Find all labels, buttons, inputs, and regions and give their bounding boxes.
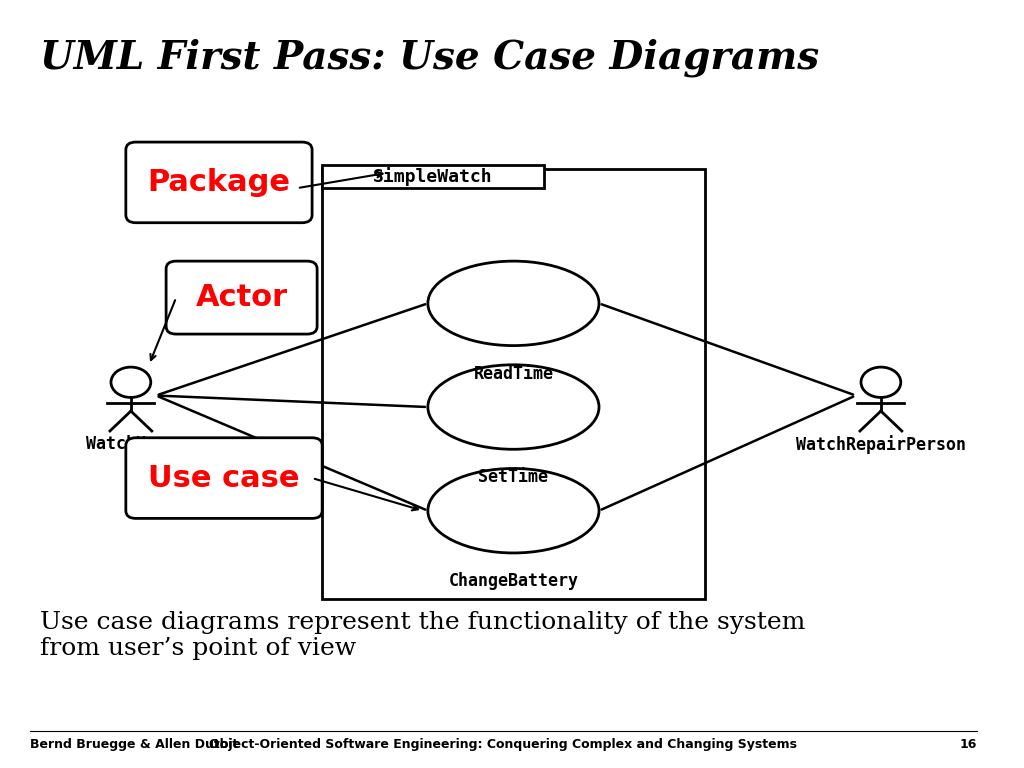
Circle shape — [111, 367, 151, 398]
Circle shape — [861, 367, 901, 398]
Text: 16: 16 — [959, 739, 977, 751]
Text: Object-Oriented Software Engineering: Conquering Complex and Changing Systems: Object-Oriented Software Engineering: Co… — [209, 739, 798, 751]
FancyBboxPatch shape — [323, 165, 544, 188]
Text: SetTime: SetTime — [478, 468, 549, 486]
Ellipse shape — [428, 365, 599, 449]
Ellipse shape — [428, 261, 599, 346]
FancyBboxPatch shape — [126, 438, 323, 518]
FancyBboxPatch shape — [323, 169, 705, 599]
FancyBboxPatch shape — [126, 142, 312, 223]
Text: WatchUser: WatchUser — [86, 435, 176, 453]
Text: UML First Pass: Use Case Diagrams: UML First Pass: Use Case Diagrams — [40, 38, 819, 77]
Text: Actor: Actor — [196, 283, 288, 312]
Text: SimpleWatch: SimpleWatch — [373, 167, 493, 186]
Text: WatchRepairPerson: WatchRepairPerson — [796, 435, 966, 454]
Text: Use case: Use case — [148, 464, 300, 492]
Text: ChangeBattery: ChangeBattery — [449, 572, 579, 590]
Text: Bernd Bruegge & Allen Dutoit: Bernd Bruegge & Allen Dutoit — [30, 739, 239, 751]
Text: ReadTime: ReadTime — [473, 365, 553, 382]
Ellipse shape — [428, 468, 599, 553]
Text: Use case diagrams represent the functionality of the system: Use case diagrams represent the function… — [40, 611, 806, 634]
FancyBboxPatch shape — [166, 261, 317, 334]
Text: from user’s point of view: from user’s point of view — [40, 637, 356, 660]
Text: Package: Package — [147, 168, 291, 197]
